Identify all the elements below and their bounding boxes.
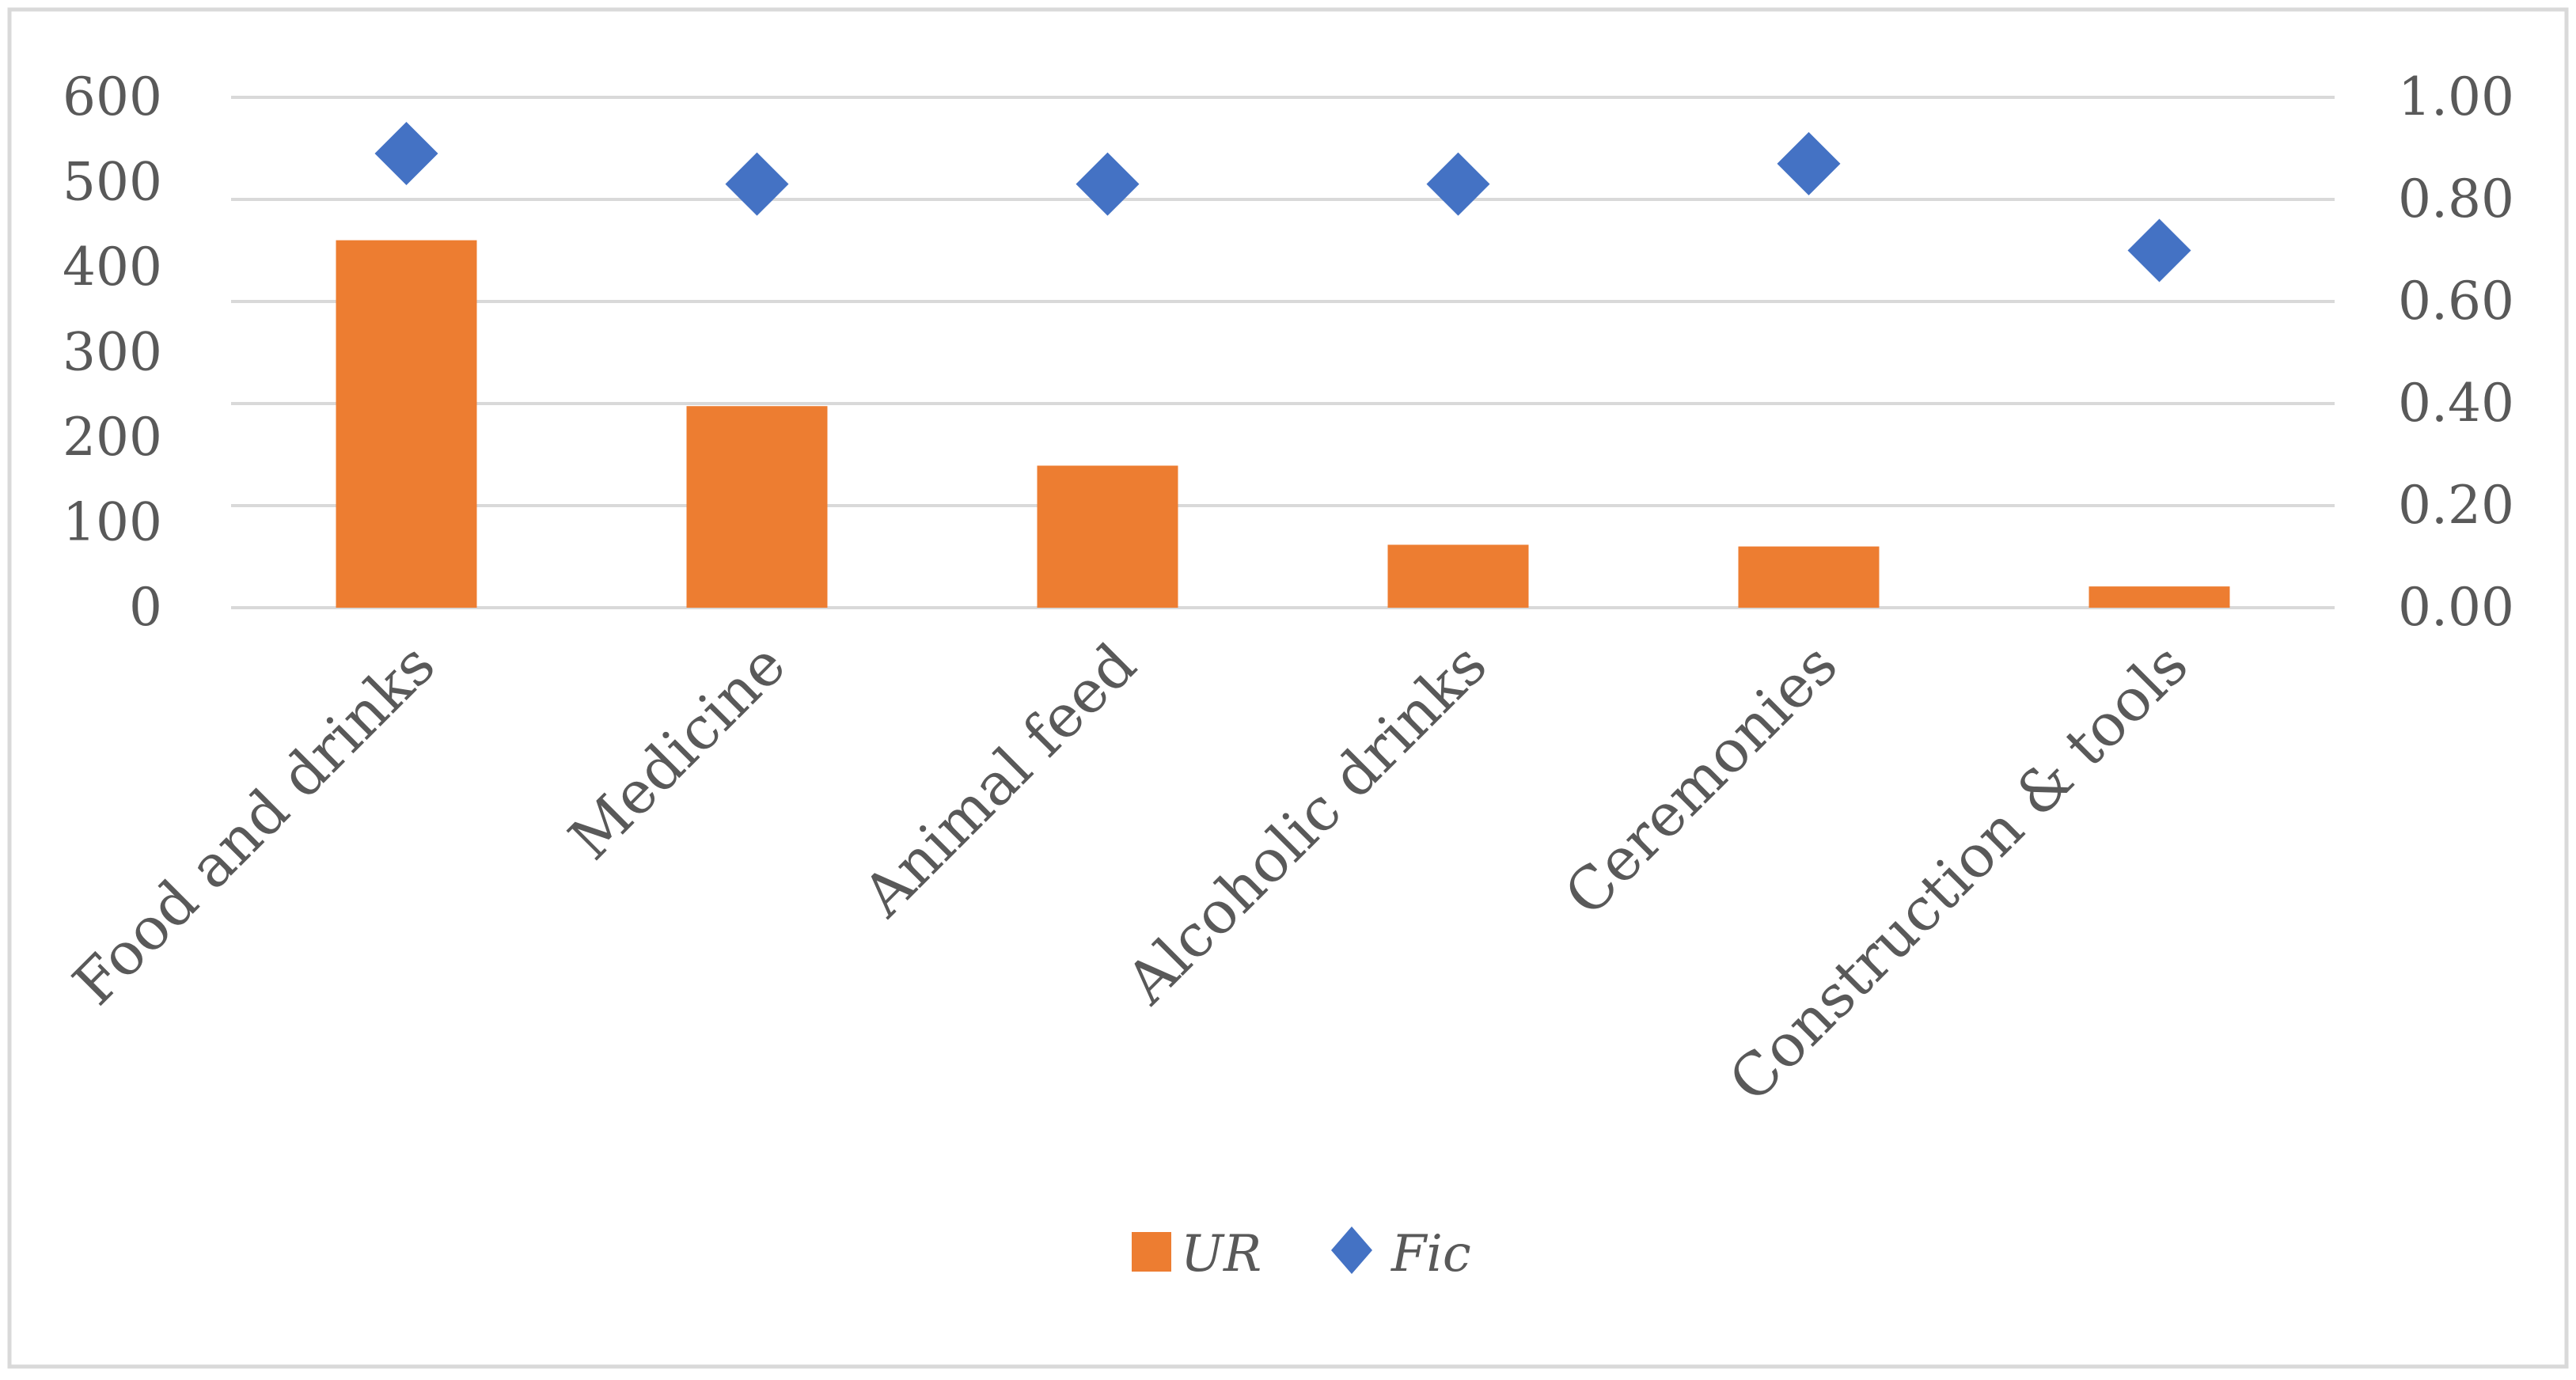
right-tick-label: 0.20 xyxy=(2398,475,2514,536)
legend-swatch-fic xyxy=(1331,1226,1372,1274)
left-tick-label: 100 xyxy=(63,492,162,553)
bar-series-ur xyxy=(336,240,2230,608)
point-1 xyxy=(725,152,789,216)
right-tick-label: 0.40 xyxy=(2398,373,2514,434)
right-tick-label: 0.60 xyxy=(2398,271,2514,332)
left-tick-label: 200 xyxy=(63,407,162,468)
chart-border xyxy=(7,7,2569,1369)
left-tick-label: 600 xyxy=(63,66,162,127)
left-tick-label: 0 xyxy=(129,577,162,638)
gridlines xyxy=(231,96,2335,609)
point-5 xyxy=(2127,218,2191,282)
point-3 xyxy=(1426,152,1490,216)
right-tick-label: 0.80 xyxy=(2398,169,2514,229)
left-tick-label: 300 xyxy=(63,322,162,383)
left-axis-ticks: 0 100 200 300 400 500 600 xyxy=(63,66,162,638)
bar-5 xyxy=(2088,586,2230,608)
legend: UR Fic xyxy=(1132,1225,1471,1283)
scatter-series-fic xyxy=(374,121,2191,282)
right-tick-label: 1.00 xyxy=(2398,66,2514,127)
point-4 xyxy=(1777,131,1841,195)
point-0 xyxy=(374,121,438,185)
left-tick-label: 400 xyxy=(63,237,162,298)
right-axis-ticks: 0.00 0.20 0.40 0.60 0.80 1.00 xyxy=(2398,66,2514,638)
legend-label-ur: UR xyxy=(1181,1225,1261,1283)
right-tick-label: 0.00 xyxy=(2398,577,2514,638)
bar-2 xyxy=(1037,465,1178,608)
bar-4 xyxy=(1738,546,1880,608)
bar-3 xyxy=(1387,544,1529,608)
bar-1 xyxy=(686,406,828,608)
legend-swatch-ur xyxy=(1132,1232,1171,1272)
legend-label-fic: Fic xyxy=(1390,1225,1471,1283)
bar-0 xyxy=(336,240,477,608)
left-tick-label: 500 xyxy=(63,152,162,213)
point-2 xyxy=(1076,152,1140,216)
